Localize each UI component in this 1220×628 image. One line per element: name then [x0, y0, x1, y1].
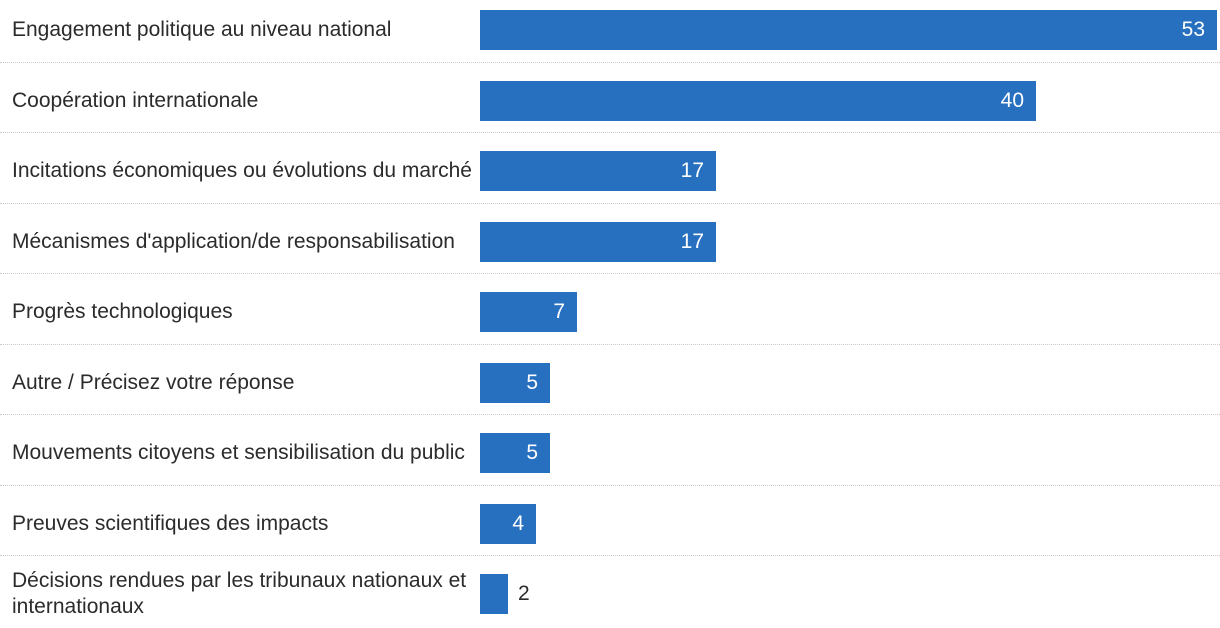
data-label: 4 [512, 511, 524, 535]
bar [480, 503, 536, 544]
category-label: Engagement politique au niveau national [12, 18, 392, 41]
category-label: Incitations économiques ou évolutions du… [12, 159, 472, 182]
row-separator [0, 344, 1220, 345]
data-label: 53 [1181, 18, 1205, 41]
category-label: Décisions rendues par les tribunaux nati… [12, 569, 467, 618]
category-label: Mouvements citoyens et sensibilisation d… [12, 441, 465, 464]
data-label: 40 [1000, 88, 1024, 112]
bar [480, 151, 716, 191]
data-label: 2 [518, 582, 530, 605]
bar [480, 10, 1217, 50]
bar [480, 433, 550, 473]
category-label: Mécanismes d'application/de responsabili… [12, 229, 455, 253]
row-separator [0, 132, 1220, 133]
row-separator [0, 62, 1220, 63]
row-separator [0, 414, 1220, 415]
row-separator [0, 485, 1220, 486]
bar [480, 362, 550, 403]
row-separator [0, 555, 1220, 556]
row-separator [0, 203, 1220, 204]
bar [480, 80, 1036, 121]
data-label: 5 [526, 441, 538, 464]
data-label: 5 [526, 370, 538, 394]
row-separator [0, 273, 1220, 274]
data-label: 17 [680, 229, 704, 253]
category-label: Progrès technologiques [12, 300, 233, 323]
bar [480, 292, 577, 332]
bar [480, 574, 508, 614]
data-label: 17 [680, 159, 704, 182]
category-label: Autre / Précisez votre réponse [12, 370, 295, 394]
bar [480, 221, 716, 262]
category-label: Coopération internationale [12, 88, 259, 112]
category-label: Preuves scientifiques des impacts [12, 511, 329, 535]
data-label: 7 [553, 300, 565, 323]
